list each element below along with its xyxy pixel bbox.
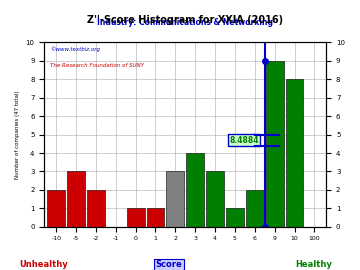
Bar [166, 171, 184, 227]
Bar [147, 208, 165, 227]
Bar [226, 208, 244, 227]
Title: Z''-Score Histogram for XXIA (2016): Z''-Score Histogram for XXIA (2016) [87, 15, 283, 25]
Bar [285, 79, 303, 227]
Y-axis label: Number of companies (47 total): Number of companies (47 total) [15, 90, 20, 179]
Bar [246, 190, 264, 227]
Bar [47, 190, 65, 227]
Text: Industry: Communications & Networking: Industry: Communications & Networking [97, 18, 273, 28]
Bar [127, 208, 145, 227]
Bar [266, 61, 284, 227]
Text: Unhealthy: Unhealthy [19, 260, 68, 269]
Bar [87, 190, 105, 227]
Bar [206, 171, 224, 227]
Text: ©www.textbiz.org: ©www.textbiz.org [50, 46, 100, 52]
Text: Score: Score [156, 260, 183, 269]
Bar [186, 153, 204, 227]
Text: Healthy: Healthy [295, 260, 332, 269]
Text: The Research Foundation of SUNY: The Research Foundation of SUNY [50, 63, 144, 68]
Bar [67, 171, 85, 227]
Text: 8.4884: 8.4884 [229, 136, 259, 145]
